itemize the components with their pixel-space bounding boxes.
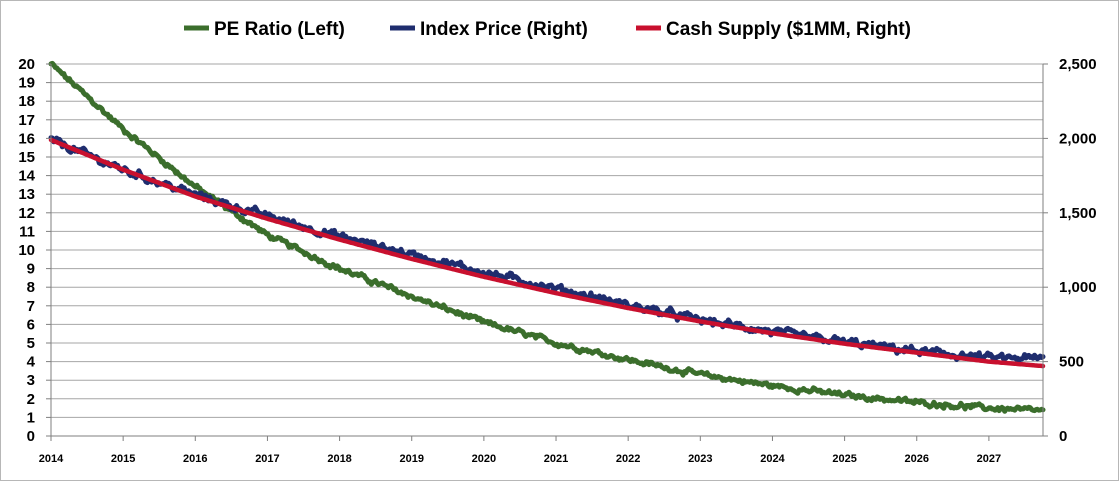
left-tick-label: 18: [18, 93, 35, 110]
right-tick-label: 2,000: [1059, 130, 1097, 147]
grid: [51, 63, 1043, 418]
legend-label-pe-ratio: PE Ratio (Left): [214, 19, 345, 40]
left-tick-label: 12: [18, 205, 35, 222]
x-tick-label: 2019: [399, 453, 423, 465]
right-tick-label: 2,500: [1059, 56, 1097, 73]
left-tick-label: 20: [18, 56, 35, 73]
x-tick-label: 2023: [688, 453, 712, 465]
x-tick-label: 2018: [327, 453, 351, 465]
left-tick-label: 1: [27, 409, 35, 426]
left-tick-label: 4: [27, 354, 36, 371]
left-tick-label: 3: [27, 372, 35, 389]
x-tick-label: 2026: [905, 453, 929, 465]
x-tick-label: 2017: [255, 453, 279, 465]
left-tick-label: 7: [27, 298, 35, 315]
series-line-cash-supply: [48, 137, 1046, 369]
right-tick-label: 0: [1059, 428, 1067, 445]
left-tick-label: 16: [18, 130, 35, 147]
legend: PE Ratio (Left) Index Price (Right) Cash…: [184, 19, 911, 40]
left-tick-label: 13: [18, 186, 35, 203]
left-tick-label: 11: [19, 223, 35, 240]
right-tick-label: 1,500: [1059, 205, 1097, 222]
legend-label-index-price: Index Price (Right): [420, 19, 588, 40]
right-tick-label: 1,000: [1059, 279, 1097, 296]
x-tick-label: 2027: [977, 453, 1001, 465]
legend-label-cash-supply: Cash Supply ($1MM, Right): [666, 19, 911, 40]
left-tick-label: 9: [27, 261, 35, 278]
x-tick-label: 2015: [111, 453, 135, 465]
left-tick-label: 10: [18, 242, 35, 259]
left-tick-label: 15: [18, 149, 35, 166]
left-tick-label: 2: [27, 391, 35, 408]
left-tick-label: 6: [27, 316, 35, 333]
series-lines: [48, 60, 1046, 414]
left-tick-label: 8: [27, 279, 35, 296]
x-tick-label: 2020: [472, 453, 496, 465]
series-line-pe-ratio: [48, 60, 1046, 414]
x-tick-label: 2024: [760, 453, 785, 465]
x-tick-label: 2014: [39, 453, 64, 465]
x-tick-label: 2021: [544, 453, 568, 465]
left-tick-label: 19: [18, 75, 35, 92]
left-tick-label: 17: [18, 112, 35, 129]
right-tick-label: 500: [1059, 354, 1084, 371]
x-tick-label: 2025: [832, 453, 856, 465]
series-line-index-price: [48, 135, 1046, 364]
left-tick-label: 0: [27, 428, 35, 445]
x-tick-label: 2022: [616, 453, 640, 465]
x-tick-label: 2016: [183, 453, 207, 465]
left-tick-label: 5: [27, 335, 35, 352]
axes: 0123456789101112131415161718192005001,00…: [18, 56, 1096, 465]
left-tick-label: 14: [18, 168, 35, 185]
